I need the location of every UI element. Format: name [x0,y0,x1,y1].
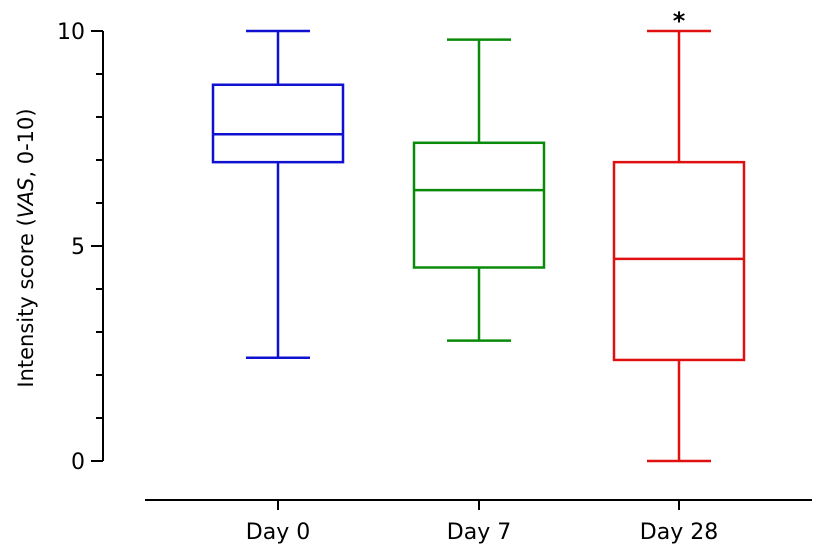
axes: 0 5 10 Day 0 Day 7 Day 28 [57,20,812,545]
significance-marker: * [673,7,686,35]
iqr-box [412,141,546,269]
y-axis-label-italic: VAS [14,178,38,219]
x-tick-label: Day 7 [447,520,511,545]
boxes: * [211,7,746,463]
y-axis-label-post: , 0-10) [14,108,38,177]
iqr-box [211,83,345,164]
box-group [412,38,546,342]
box-group [211,29,345,360]
y-tick-label: 5 [71,235,85,260]
y-tick-label: 10 [57,20,85,45]
box-group: * [612,7,746,463]
x-tick-label: Day 0 [246,520,310,545]
iqr-box [612,160,746,362]
y-axis-label: Intensity score (VAS, 0-10) [14,108,38,387]
y-tick-label: 0 [71,450,85,475]
y-axis-label-pre: Intensity score ( [14,218,38,387]
x-tick-label: Day 28 [640,520,718,545]
